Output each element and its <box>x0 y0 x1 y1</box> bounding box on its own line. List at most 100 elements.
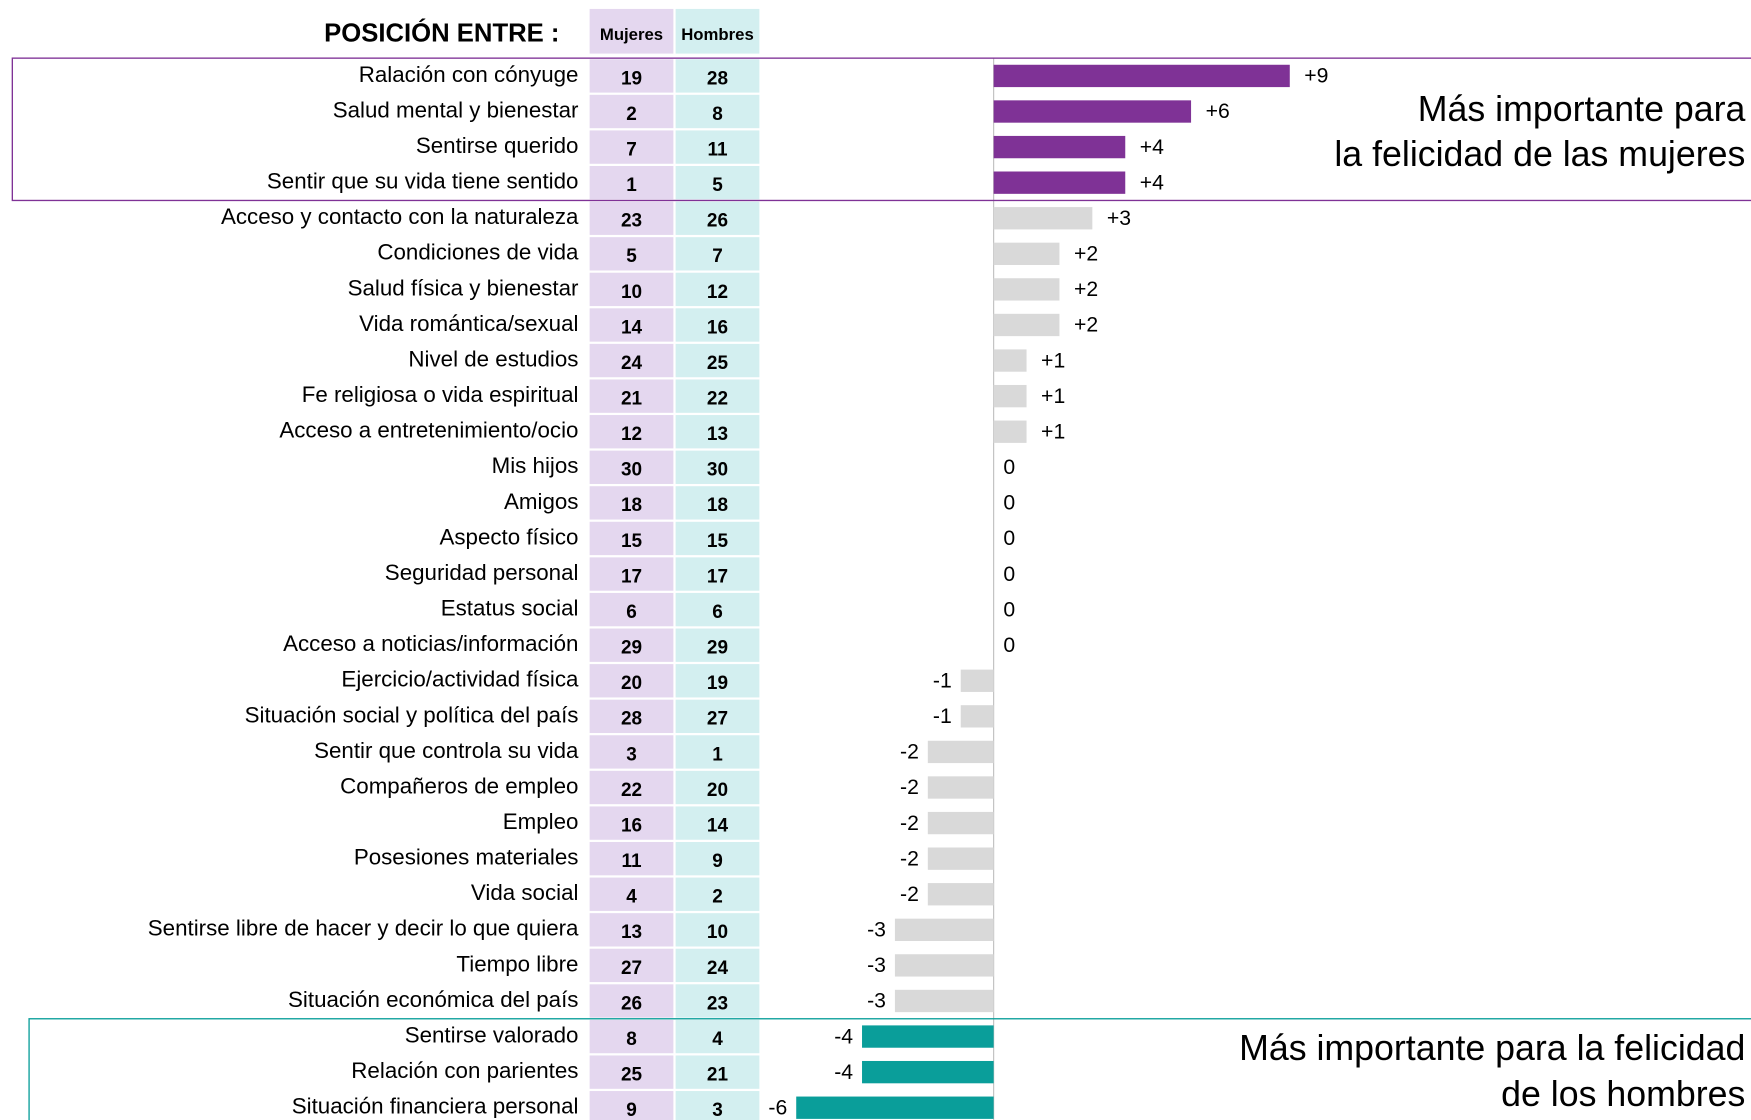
bar <box>993 384 1027 408</box>
rank-mujeres: 8 <box>626 1029 637 1050</box>
highlight-box <box>11 57 1751 202</box>
bar <box>927 847 994 870</box>
cell-bg <box>589 913 674 947</box>
rank-mujeres: 9 <box>626 1100 637 1120</box>
value-label: +2 <box>1074 314 1098 337</box>
cell-bg <box>675 415 760 449</box>
rank-mujeres: 12 <box>621 424 642 445</box>
value-label: +1 <box>1041 420 1065 443</box>
cell-bg <box>589 521 674 556</box>
row-label: Situación social y política del país <box>245 702 579 727</box>
value-label: -4 <box>834 1025 853 1048</box>
row-label: Ejercicio/actividad física <box>341 667 579 692</box>
cell-bg <box>589 450 674 484</box>
column-header: Hombres <box>681 25 754 44</box>
row-label: Situación económica del país <box>288 987 578 1012</box>
row-label: Aspecto físico <box>439 524 578 549</box>
cell-bg <box>589 628 674 662</box>
rank-hombres: 28 <box>707 68 728 89</box>
value-label: +4 <box>1140 171 1164 194</box>
row-label: Relación con parientes <box>351 1058 578 1083</box>
value-label: +3 <box>1107 207 1131 230</box>
cell-bg <box>589 415 674 449</box>
cell-bg <box>589 735 674 769</box>
rank-hombres: 25 <box>707 353 729 374</box>
cell-bg <box>675 664 760 698</box>
bar <box>796 1096 994 1119</box>
cell-bg <box>675 272 760 307</box>
bar <box>993 313 1060 337</box>
cell-bg <box>675 1091 760 1120</box>
rank-hombres: 5 <box>712 175 723 196</box>
value-label: 0 <box>1003 598 1015 621</box>
rank-hombres: 12 <box>707 282 728 303</box>
rank-mujeres: 15 <box>621 531 643 552</box>
cell-bg <box>675 94 760 129</box>
bar <box>862 1025 994 1048</box>
cell-bg <box>589 94 674 129</box>
cell-bg <box>675 592 760 627</box>
row-label: Situación financiera personal <box>292 1094 579 1119</box>
cell-bg <box>589 699 674 734</box>
value-label: -2 <box>900 741 919 764</box>
value-label: -3 <box>867 954 886 977</box>
cell-bg <box>589 557 674 591</box>
rank-mujeres: 28 <box>621 709 642 730</box>
row-label: Sentir que controla su vida <box>314 738 579 763</box>
row-label: Salud mental y bienestar <box>333 97 579 122</box>
row-label: Mis hijos <box>492 453 579 478</box>
row-label: Salud física y bienestar <box>348 275 579 300</box>
cell-bg <box>675 1019 760 1054</box>
highlight-box <box>28 1018 1751 1120</box>
cell-bg <box>675 948 760 983</box>
cell-bg <box>589 308 674 342</box>
row-label: Vida social <box>471 880 579 905</box>
rank-mujeres: 29 <box>621 638 642 659</box>
rank-mujeres: 5 <box>626 246 637 267</box>
bar <box>960 669 994 692</box>
rank-mujeres: 27 <box>621 958 642 979</box>
cell-bg <box>675 130 760 164</box>
rank-mujeres: 7 <box>626 139 637 160</box>
row-label: Acceso a noticias/información <box>283 631 578 656</box>
rank-mujeres: 11 <box>621 851 642 872</box>
column-header: Mujeres <box>600 25 663 44</box>
cell-bg <box>589 237 674 271</box>
value-label: -1 <box>933 669 952 692</box>
rank-mujeres: 4 <box>626 887 637 908</box>
rank-mujeres: 25 <box>621 1065 643 1086</box>
cell-bg <box>589 806 674 840</box>
rank-mujeres: 26 <box>621 993 642 1014</box>
cell-bg <box>589 130 674 164</box>
value-label: -6 <box>768 1096 787 1119</box>
cell-bg <box>589 1019 674 1054</box>
rank-mujeres: 21 <box>621 389 643 410</box>
bar <box>993 171 1126 194</box>
bar <box>993 242 1060 265</box>
rank-hombres: 14 <box>707 815 729 836</box>
cell-bg <box>675 521 760 556</box>
cell-bg <box>675 450 760 484</box>
bar <box>993 349 1027 372</box>
rank-hombres: 23 <box>707 993 728 1014</box>
rank-hombres: 30 <box>707 460 728 481</box>
cell-bg <box>589 486 674 520</box>
bar <box>927 883 994 906</box>
cell-bg <box>675 308 760 342</box>
rank-hombres: 17 <box>707 566 728 587</box>
value-label: +1 <box>1041 385 1065 408</box>
row-label: Sentirse querido <box>416 133 579 158</box>
value-label: +4 <box>1140 136 1164 159</box>
cell-bg <box>675 165 760 200</box>
cell-bg <box>675 379 760 413</box>
row-label: Amigos <box>504 489 578 514</box>
cell-bg <box>675 770 760 805</box>
value-label: 0 <box>1003 456 1015 479</box>
cell-bg <box>589 984 674 1018</box>
rank-mujeres: 3 <box>626 744 637 765</box>
bar <box>927 740 994 764</box>
value-label: -2 <box>900 847 919 870</box>
cell-bg <box>675 913 760 947</box>
cell-bg <box>675 486 760 520</box>
